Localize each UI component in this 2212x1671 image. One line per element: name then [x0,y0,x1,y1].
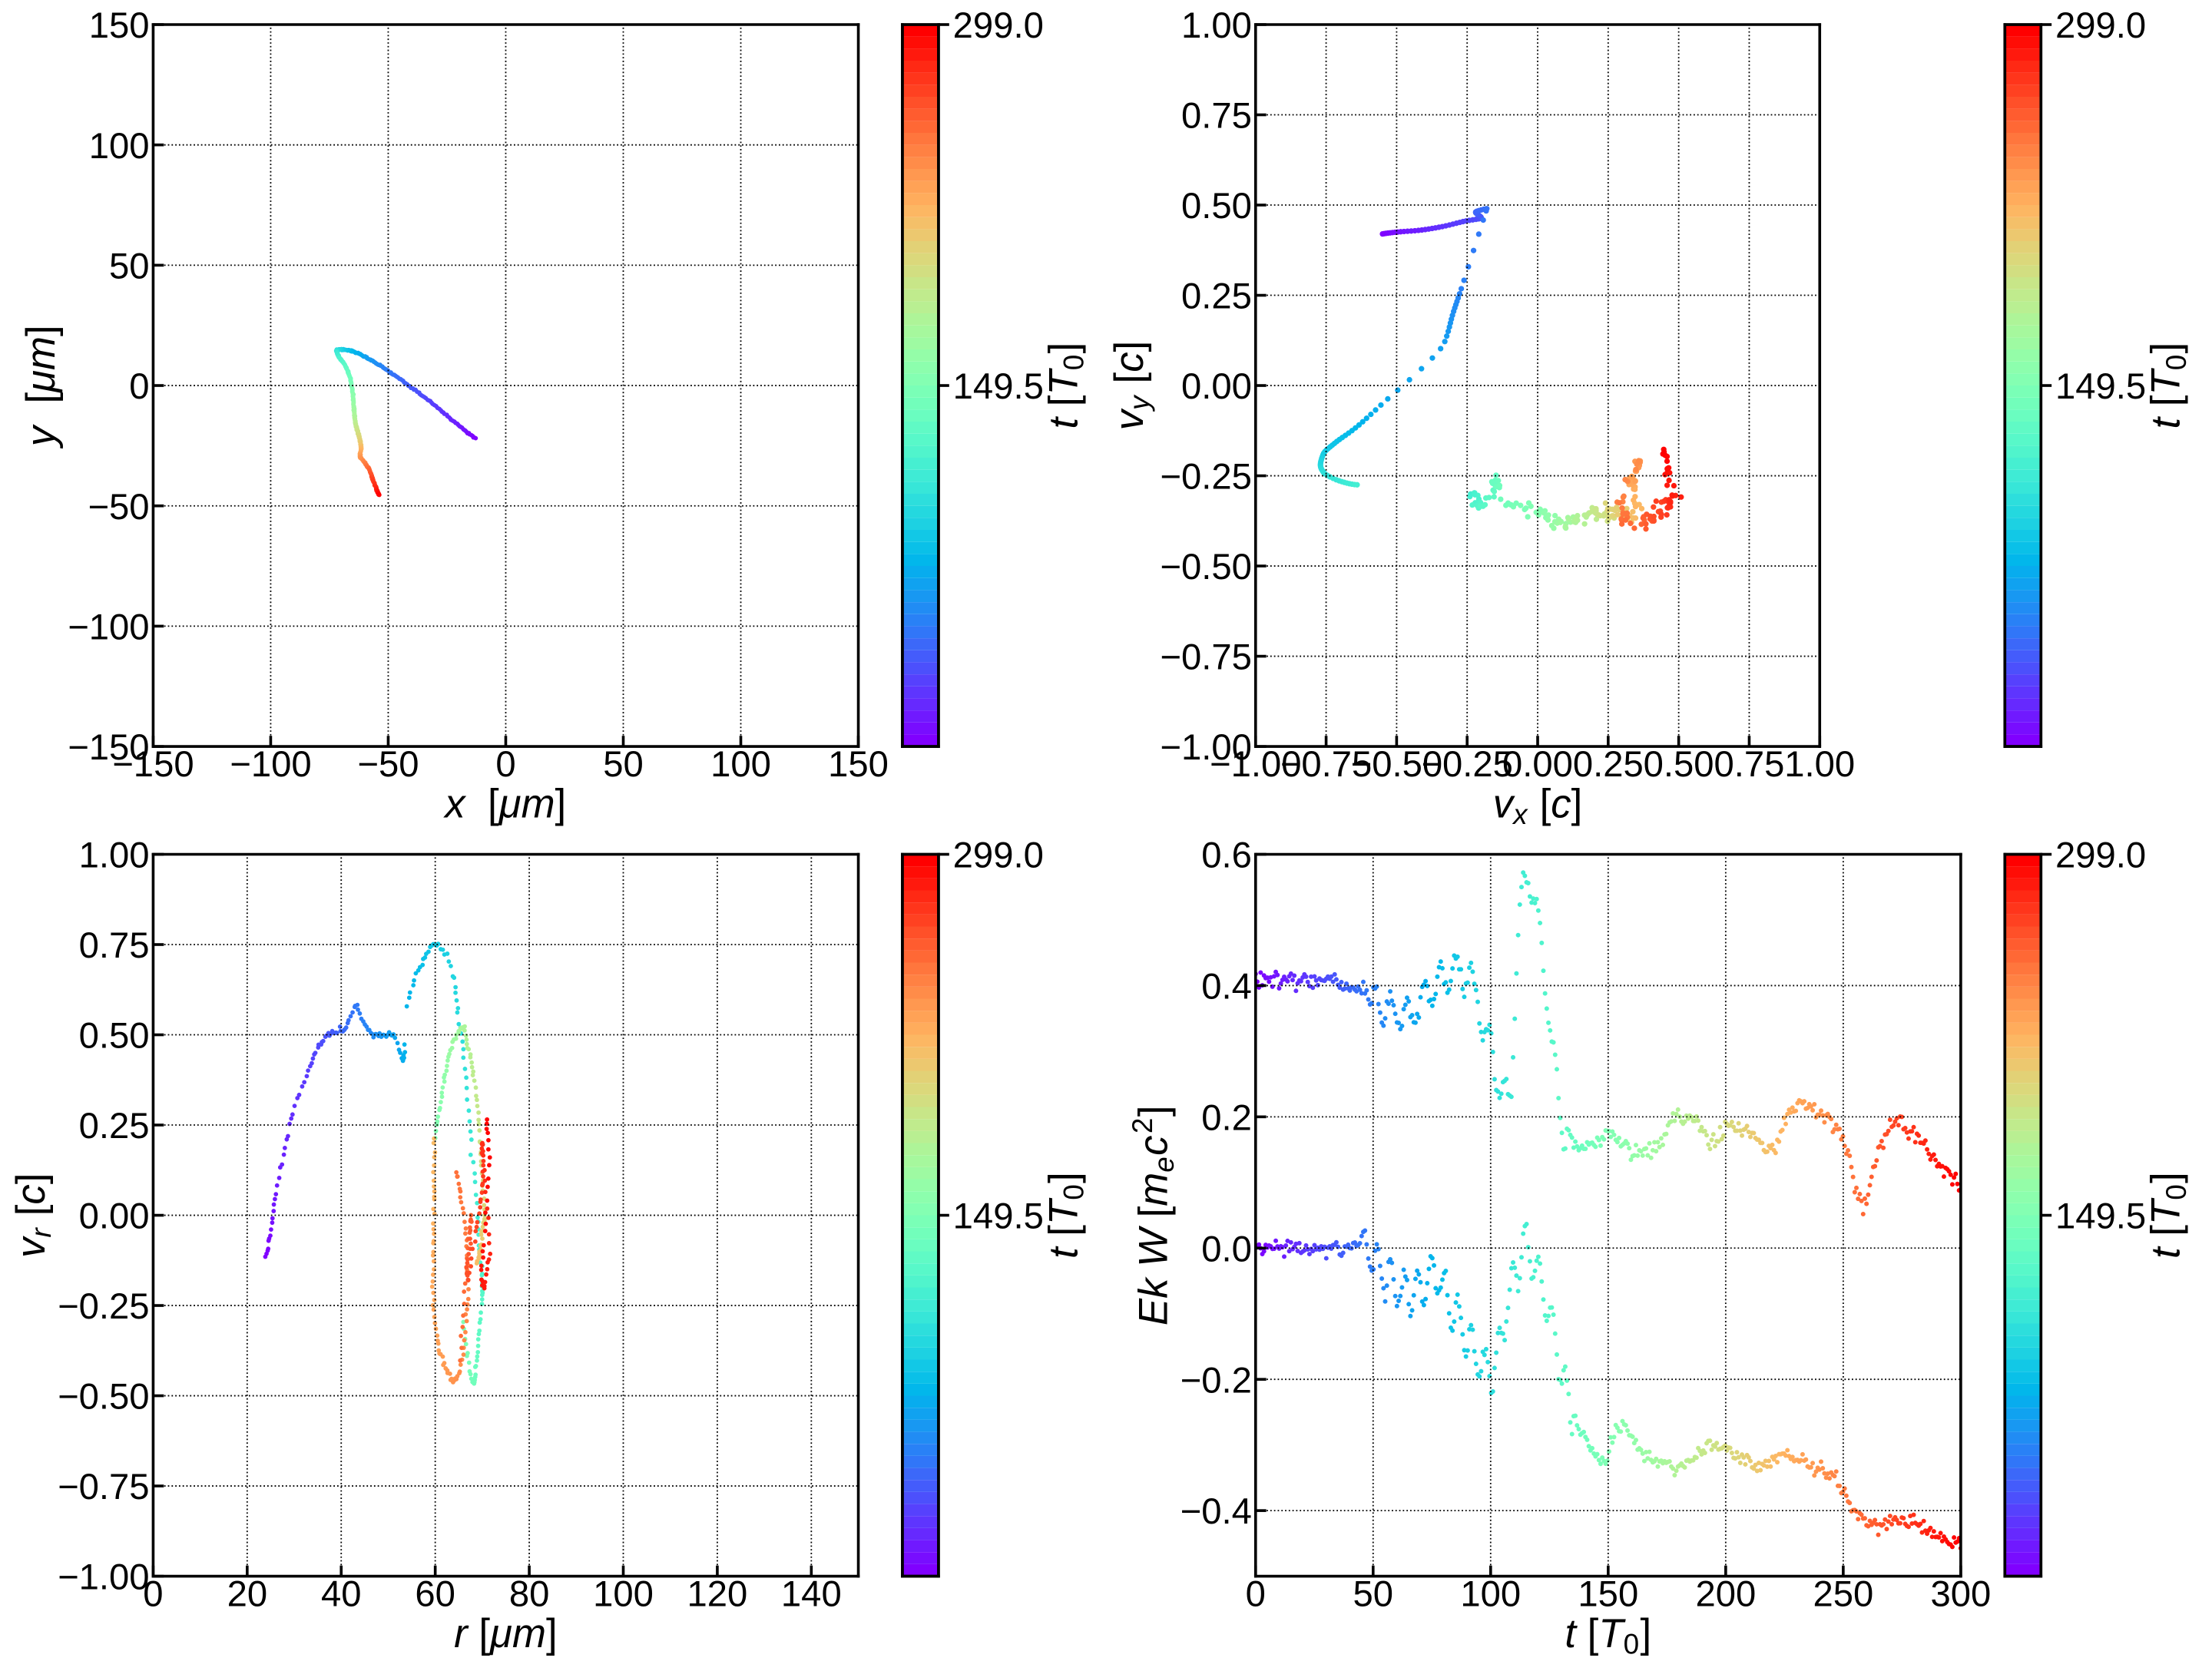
svg-text:0.75: 0.75 [79,925,150,966]
svg-text:250: 250 [1813,1574,1873,1615]
svg-text:−0.2: −0.2 [1181,1360,1252,1401]
svg-text:0.00: 0.00 [79,1196,150,1237]
svg-text:100: 100 [1460,1574,1521,1615]
svg-text:150: 150 [1578,1574,1638,1615]
svg-text:−1.00: −1.00 [1160,727,1251,768]
svg-text:120: 120 [687,1574,748,1615]
svg-text:0: 0 [495,744,515,785]
svg-text:y μ m [ ]: y μ m [ ] [18,325,64,448]
svg-text:−1.00: −1.00 [58,1557,149,1598]
svg-text:100: 100 [593,1574,654,1615]
svg-text:140: 140 [781,1574,842,1615]
svg-text:299.0: 299.0 [2055,836,2146,876]
svg-text:0.2: 0.2 [1201,1097,1252,1138]
svg-text:0.50: 0.50 [79,1016,150,1057]
svg-text:−100: −100 [68,607,149,648]
svg-text:20: 20 [227,1574,268,1615]
svg-text:0.4: 0.4 [1201,967,1252,1008]
svg-text:100: 100 [89,126,150,167]
svg-text:1.00: 1.00 [79,836,150,876]
svg-text:149.5: 149.5 [2055,366,2146,407]
svg-text:−0.25: −0.25 [1421,744,1512,785]
svg-text:0.75: 0.75 [1714,744,1785,785]
svg-text:149.5: 149.5 [953,1196,1044,1237]
svg-text:150: 150 [89,5,150,46]
svg-text:−0.75: −0.75 [1160,637,1251,678]
svg-text:0.50: 0.50 [1644,744,1714,785]
svg-text:−100: −100 [230,744,311,785]
svg-text:1.00: 1.00 [1784,744,1855,785]
svg-text:−0.50: −0.50 [1160,547,1251,587]
svg-text:149.5: 149.5 [2055,1196,2146,1237]
svg-text:60: 60 [415,1574,455,1615]
svg-text:0.25: 0.25 [1181,276,1252,317]
svg-text:0.75: 0.75 [1181,96,1252,137]
svg-text:0: 0 [129,366,149,407]
svg-text:0.25: 0.25 [79,1106,150,1147]
svg-text:80: 80 [509,1574,550,1615]
svg-text:149.5: 149.5 [953,366,1044,407]
svg-text:−150: −150 [68,727,149,768]
svg-text:150: 150 [828,744,889,785]
svg-text:−0.25: −0.25 [1160,457,1251,498]
svg-text:0.00: 0.00 [1502,744,1573,785]
svg-text:0: 0 [1246,1574,1266,1615]
svg-text:−0.75: −0.75 [58,1467,149,1507]
svg-text:50: 50 [109,246,150,286]
svg-text:0.25: 0.25 [1573,744,1644,785]
svg-text:299.0: 299.0 [953,5,1044,46]
svg-text:−0.50: −0.50 [58,1377,149,1418]
svg-text:200: 200 [1695,1574,1756,1615]
svg-text:1.00: 1.00 [1181,5,1252,46]
svg-text:x μ m [ ]: x μ m [ ] [442,781,566,826]
svg-text:50: 50 [603,744,644,785]
svg-text:0.6: 0.6 [1201,836,1252,876]
svg-text:299.0: 299.0 [2055,5,2146,46]
svg-text:E k W m c [ ] e 2: E k W m c [ ] e 2 [1127,1101,1180,1325]
svg-text:299.0: 299.0 [953,836,1044,876]
svg-text:100: 100 [710,744,771,785]
svg-text:−50: −50 [88,487,149,528]
svg-text:−50: −50 [357,744,419,785]
svg-text:0.50: 0.50 [1181,186,1252,227]
svg-text:50: 50 [1353,1574,1394,1615]
svg-text:0.0: 0.0 [1201,1229,1252,1269]
svg-text:v c r [ ]: v c r [ ] [8,1173,57,1257]
svg-text:−0.25: −0.25 [58,1286,149,1327]
svg-text:0.00: 0.00 [1181,366,1252,407]
svg-text:−0.4: −0.4 [1181,1491,1252,1532]
svg-text:300: 300 [1930,1574,1991,1615]
svg-text:40: 40 [321,1574,362,1615]
